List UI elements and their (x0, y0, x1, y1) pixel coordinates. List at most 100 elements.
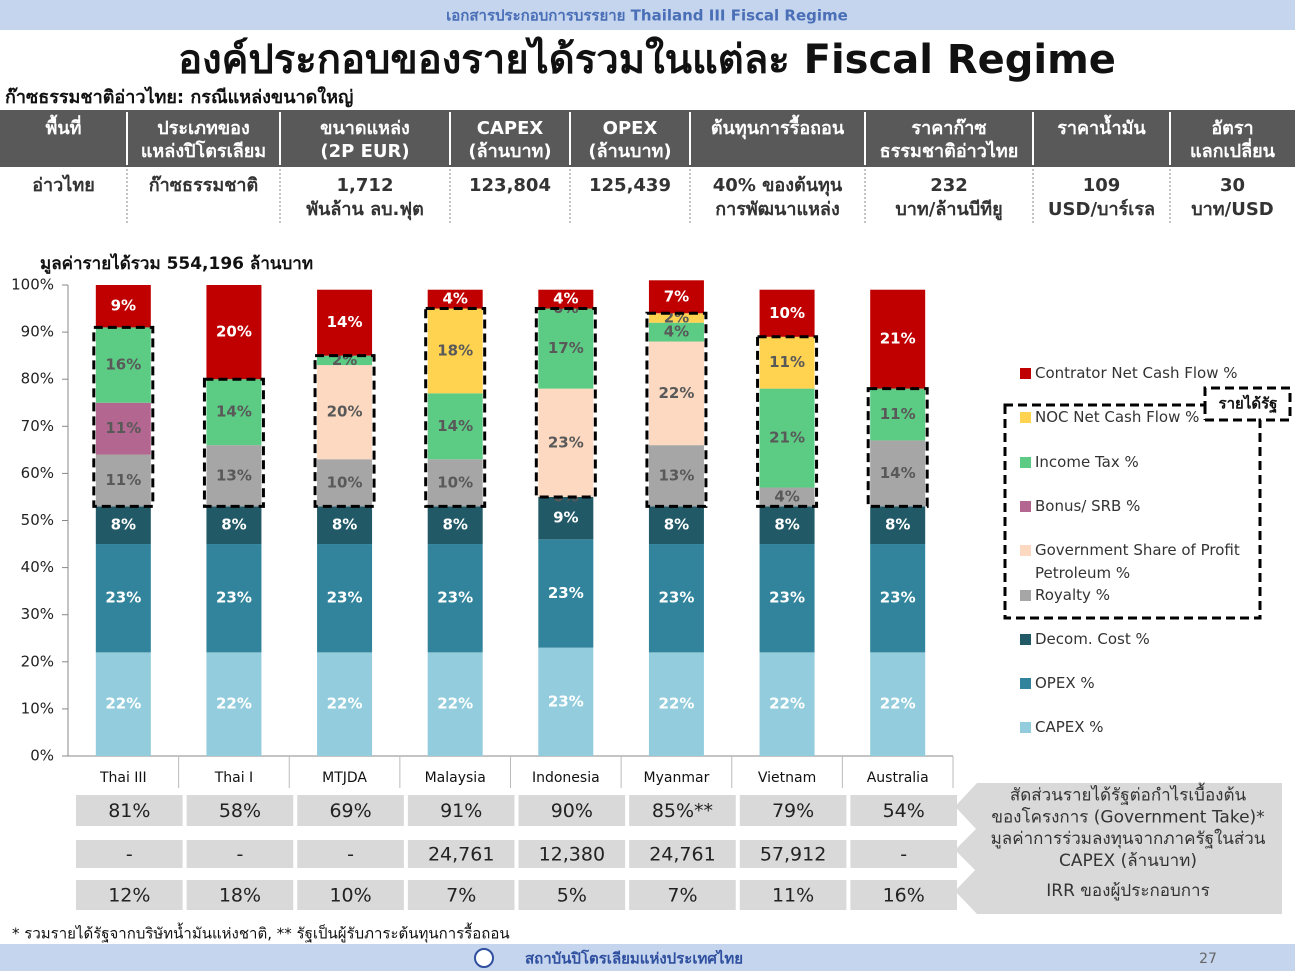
table-cell: 12,380 (539, 844, 605, 866)
government-box (645, 311, 708, 508)
bar-segment (317, 459, 373, 507)
legend-label: Decom. Cost % (1035, 629, 1150, 648)
data-label: 20% (216, 323, 252, 341)
data-label: 23% (880, 589, 916, 607)
x-tick-label: Vietnam (758, 770, 816, 786)
table-cell: 125,439 (589, 175, 671, 196)
legend-item: NOC Net Cash Flow % (1020, 406, 1255, 429)
bar-segment (759, 506, 815, 545)
data-label: 8% (664, 516, 689, 534)
bar-segment (206, 445, 262, 507)
table-cell: 1,712 (337, 175, 394, 196)
table-cell: ก๊าซธรรมชาติ (149, 175, 258, 196)
table-cell: 58% (219, 800, 261, 822)
footnote: * รวมรายได้รัฐจากบริษัทน้ำมันแห่งชาติ, *… (12, 923, 510, 944)
bar-segment (870, 388, 926, 441)
table-cell-bg (407, 840, 515, 868)
data-label: 22% (658, 695, 694, 713)
data-label: 23% (548, 692, 584, 710)
bar-segment (95, 652, 151, 756)
table-header-cell: ราคาก๊าซ (911, 118, 986, 139)
table-cell: 232 (930, 175, 968, 196)
bar-segment (317, 506, 373, 545)
bar-segment (538, 496, 594, 540)
data-label: 11% (105, 471, 141, 489)
data-label: 21% (880, 330, 916, 348)
x-tick-label: Indonesia (532, 770, 600, 786)
legend-label: Royalty % (1035, 585, 1110, 604)
data-label: 22% (327, 695, 363, 713)
row-label: มูลค่าการร่วมลงทุนจากภาครัฐในส่วน (991, 828, 1266, 849)
legend-swatch (1020, 589, 1031, 601)
data-label: 9% (111, 297, 136, 315)
row-label: ของโครงการ (Government Take)* (991, 807, 1264, 828)
legend-swatch (1020, 500, 1031, 512)
bar-segment (427, 308, 483, 394)
table-header-cell: (ล้านบาท) (588, 141, 671, 162)
data-label: 21% (769, 429, 805, 447)
table-cell-bg (850, 880, 957, 910)
bar-segment (317, 355, 373, 366)
table-cell: อ่าวไทย (32, 174, 95, 196)
table-header-bg (0, 110, 1295, 167)
bar-segment (538, 539, 594, 648)
data-label: 14% (880, 464, 916, 482)
legend-item: OPEX % (1020, 672, 1255, 695)
table-cell: บาท/USD (1191, 199, 1274, 220)
bar-segment (95, 544, 151, 653)
x-tick-label: Thai III (99, 770, 147, 786)
title: องค์ประกอบของรายได้รวมในแต่ละ Fiscal Reg… (178, 36, 1116, 83)
table-header-cell: OPEX (603, 118, 658, 139)
y-tick-label: 60% (21, 464, 54, 482)
row-label: CAPEX (ล้านบาท) (1059, 851, 1197, 871)
legend-swatch (1020, 456, 1031, 468)
bar-segment (759, 544, 815, 653)
data-label: 23% (105, 589, 141, 607)
table-cell-bg (297, 795, 404, 826)
bar-segment (870, 652, 926, 756)
y-tick-label: 40% (21, 558, 54, 576)
data-label: 10% (327, 473, 363, 491)
table-header-cell: แหล่งปิโตรเลียม (141, 140, 266, 162)
table-cell-bg (739, 795, 847, 826)
data-label: 10% (769, 304, 805, 322)
data-label: 23% (548, 584, 584, 602)
table-cell: - (237, 844, 244, 866)
bar-segment (317, 289, 373, 356)
legend-label: Bonus/ SRB % (1035, 496, 1141, 515)
data-label: 23% (769, 589, 805, 607)
legend-item: Government Share of Profit Petroleum % (1020, 539, 1255, 585)
table-header-cell: CAPEX (477, 118, 544, 139)
y-tick-label: 20% (21, 652, 54, 670)
legend-label: Government Share of Profit Petroleum % (1035, 541, 1240, 583)
bar-segment (648, 280, 704, 314)
table-cell-bg (407, 795, 515, 826)
table-cell: 57,912 (760, 844, 826, 866)
legend-label: Income Tax % (1035, 452, 1139, 471)
table-cell-bg (407, 880, 515, 910)
government-box (534, 307, 597, 499)
row-label: IRR ของผู้ประกอบการ (1046, 881, 1209, 901)
table-cell: 123,804 (469, 175, 551, 196)
table-cell: การพัฒนาแหล่ง (715, 199, 840, 220)
data-label: 23% (658, 589, 694, 607)
legend-item: CAPEX % (1020, 716, 1255, 739)
legend-item: Decom. Cost % (1020, 628, 1255, 651)
footer-org: สถาบันปิโตรเลียมแห่งประเทศไทย (525, 949, 743, 968)
y-tick-label: 70% (21, 417, 54, 435)
bar-segment (95, 454, 151, 507)
table-cell: 24,761 (649, 844, 715, 866)
data-label: 23% (216, 589, 252, 607)
table-cell: 90% (551, 800, 593, 822)
table-header-cell: ธรรมชาติอ่าวไทย (880, 140, 1019, 162)
table-cell: 69% (329, 800, 371, 822)
bar-segment (759, 652, 815, 756)
table-cell: 30 (1220, 175, 1245, 196)
table-cell: - (126, 844, 133, 866)
table-header-cell: แลกเปลี่ยน (1190, 138, 1276, 162)
logo (474, 948, 494, 968)
data-label: 14% (216, 403, 252, 421)
chart-title: มูลค่ารายได้รวม 554,196 ล้านบาท (40, 253, 313, 275)
table-cell-bg (186, 795, 294, 826)
